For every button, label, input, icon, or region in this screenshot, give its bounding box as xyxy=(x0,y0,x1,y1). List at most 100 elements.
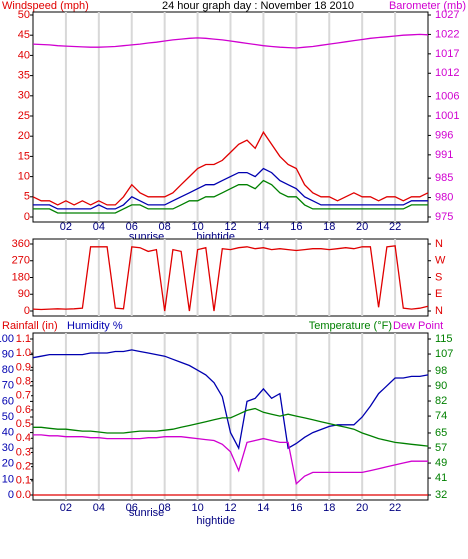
series-line xyxy=(33,434,428,485)
y3-tick-label: 0.5 xyxy=(16,418,31,430)
y2-tick-label: 65 xyxy=(435,427,447,439)
y2-tick-label: 1001 xyxy=(435,110,459,122)
annotation: hightide xyxy=(196,515,235,527)
y3-axis-title: Rainfall (in) xyxy=(2,320,58,332)
y-axis-title: Windspeed (mph) xyxy=(2,0,89,12)
y2-tick-label: 115 xyxy=(435,333,453,345)
y-tick-label: 50 xyxy=(2,411,14,423)
x-tick-label: 08 xyxy=(159,502,171,514)
y-tick-label: 0 xyxy=(8,489,14,501)
y-tick-label: 15 xyxy=(18,150,30,162)
series-line xyxy=(32,130,429,206)
y3-tick-label: 0.0 xyxy=(16,489,31,501)
y-tick-label: 80 xyxy=(2,364,14,376)
y2-tick-label: 985 xyxy=(435,172,453,184)
y2-tick-label: 1022 xyxy=(435,28,459,40)
y2-tick-label: 32 xyxy=(435,489,447,501)
x-tick-label: 02 xyxy=(60,502,72,514)
series-line xyxy=(32,245,429,312)
x-tick-label: 04 xyxy=(93,502,105,514)
y3-tick-label: 0.3 xyxy=(16,446,31,458)
y3-tick-label: 0.1 xyxy=(16,475,31,487)
y-tick-label: 35 xyxy=(18,70,30,82)
y-tick-label: 10 xyxy=(18,171,30,183)
y2-tick-label: 41 xyxy=(435,472,447,484)
y-tick-label: 5 xyxy=(24,191,30,203)
y2-tick-label: N xyxy=(435,238,443,250)
y2-tick-label: 98 xyxy=(435,365,447,377)
y2-tick-label: 1027 xyxy=(435,9,459,21)
y-tick-label: 25 xyxy=(18,110,30,122)
y2-tick-label: 1012 xyxy=(435,67,459,79)
x-tick-label: 08 xyxy=(159,221,171,233)
y3-tick-label: 0.4 xyxy=(16,432,31,444)
y-axis-title: Humidity % xyxy=(67,320,123,332)
y2-tick-label: S xyxy=(435,271,442,283)
y2-tick-label: 57 xyxy=(435,442,447,454)
y2-tick-label: 82 xyxy=(435,395,447,407)
y2-axis-title: Barometer (mb) xyxy=(389,0,466,12)
x-tick-label: 22 xyxy=(389,502,401,514)
x-tick-label: 12 xyxy=(224,502,236,514)
y3-tick-label: 0.8 xyxy=(16,375,31,387)
y2-tick-label: 74 xyxy=(435,410,447,422)
y-tick-label: 10 xyxy=(2,473,14,485)
x-tick-label: 10 xyxy=(191,502,203,514)
x-tick-label: 16 xyxy=(290,502,302,514)
x-tick-label: 14 xyxy=(257,221,269,233)
y3-tick-label: 1.1 xyxy=(16,333,31,345)
y2-tick-label: 975 xyxy=(435,211,453,223)
y2-axis-title: Temperature (°F) xyxy=(309,320,392,332)
x-tick-label: 06 xyxy=(126,221,138,233)
y-tick-label: 180 xyxy=(12,271,30,283)
y2-tick-label: N xyxy=(435,305,443,317)
y3-tick-label: 0.6 xyxy=(16,404,31,416)
y-tick-label: 40 xyxy=(2,427,14,439)
x-tick-label: 02 xyxy=(60,221,72,233)
y3-tick-label: 0.7 xyxy=(16,390,31,402)
y3-tick-label: 1.0 xyxy=(16,347,31,359)
annotation: sunrise xyxy=(129,507,164,519)
x-tick-label: 18 xyxy=(323,502,335,514)
y2-tick-label: E xyxy=(435,288,442,300)
x-tick-label: 22 xyxy=(389,221,401,233)
y2-tick-label: 1006 xyxy=(435,90,459,102)
series-line xyxy=(32,349,429,451)
y2-axis-title-2: Dew Point xyxy=(393,320,443,332)
x-tick-label: 06 xyxy=(126,502,138,514)
y2-tick-label: 107 xyxy=(435,348,453,360)
x-tick-label: 10 xyxy=(191,221,203,233)
x-tick-label: 16 xyxy=(290,221,302,233)
y-tick-label: 0 xyxy=(24,305,30,317)
y-tick-label: 60 xyxy=(2,395,14,407)
x-tick-label: 20 xyxy=(356,221,368,233)
y-tick-label: 45 xyxy=(18,29,30,41)
chart-title: 24 hour graph day : November 18 2010 xyxy=(162,0,354,12)
series-line xyxy=(33,167,428,210)
y-tick-label: 40 xyxy=(18,49,30,61)
x-tick-label: 12 xyxy=(224,221,236,233)
y2-tick-label: 980 xyxy=(435,191,453,203)
y-tick-label: 50 xyxy=(18,9,30,21)
y-tick-label: 90 xyxy=(18,288,30,300)
y-tick-label: 0 xyxy=(24,211,30,223)
y-tick-label: 30 xyxy=(2,442,14,454)
x-tick-label: 18 xyxy=(323,221,335,233)
series-line xyxy=(33,407,429,447)
y2-tick-label: W xyxy=(435,255,446,267)
y2-tick-label: 996 xyxy=(435,129,453,141)
y-tick-label: 20 xyxy=(18,130,30,142)
y-tick-label: 360 xyxy=(12,238,30,250)
series-line xyxy=(33,179,428,214)
y-tick-label: 20 xyxy=(2,458,14,470)
y-tick-label: 70 xyxy=(2,380,14,392)
y2-tick-label: 991 xyxy=(435,149,453,161)
y3-tick-label: 0.2 xyxy=(16,461,31,473)
x-tick-label: 20 xyxy=(356,502,368,514)
y-tick-label: 30 xyxy=(18,90,30,102)
series-line xyxy=(32,33,429,49)
y2-tick-label: 90 xyxy=(435,380,447,392)
y-tick-label: 270 xyxy=(12,255,30,267)
y3-tick-label: 0.9 xyxy=(16,361,31,373)
